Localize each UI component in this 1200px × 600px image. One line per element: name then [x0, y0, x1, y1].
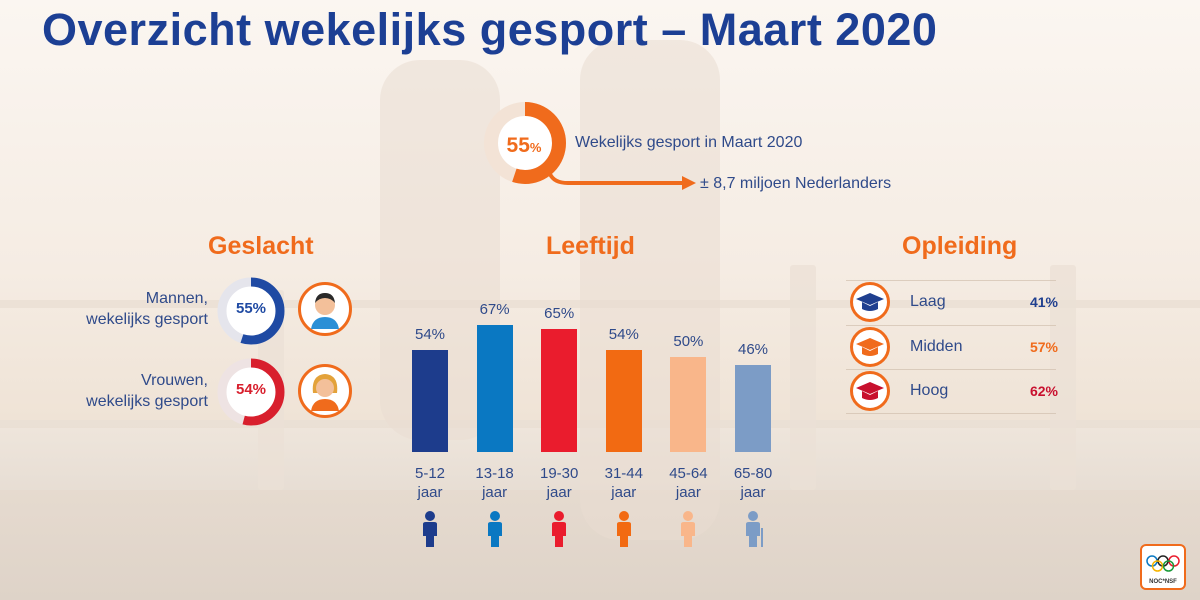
age-category-label: 45-64 jaar [669, 465, 708, 501]
headline-label: Wekelijks gesport in Maart 2020 [575, 134, 803, 151]
headline-percent: 55% [506, 134, 542, 157]
women-percent: 54% [235, 381, 267, 398]
gender-heading: Geslacht [208, 232, 314, 260]
age-bar-value-label: 50% [673, 333, 704, 351]
person-icon [552, 511, 567, 547]
arrow-icon [548, 173, 696, 190]
men-donut [217, 277, 285, 345]
age-bar [605, 349, 642, 452]
age-category-label: 31-44 jaar [604, 465, 643, 501]
age-bar [541, 328, 578, 452]
age-bar-value-label: 54% [608, 325, 639, 343]
person-icon [681, 511, 696, 547]
age-category-label: 65-80 jaar [733, 465, 773, 501]
women-donut [217, 358, 285, 426]
age-category-label: 13-18 jaar [475, 465, 514, 501]
headline-donut [484, 102, 566, 184]
education-value-laag: 41% [1029, 294, 1058, 310]
elderly-person-icon [746, 511, 763, 547]
age-category-label: 5-12 jaar [414, 465, 446, 501]
age-bar-value-label: 46% [737, 340, 769, 358]
age-bar [476, 325, 513, 452]
page-title: Overzicht wekelijks gesport – Maart 2020 [42, 4, 938, 55]
graduation-cap-icon [850, 327, 890, 367]
age-bar [412, 349, 448, 452]
man-avatar-icon [298, 282, 352, 336]
men-percent: 55% [235, 300, 267, 317]
age-bar-value-label: 65% [544, 304, 575, 322]
woman-avatar-icon [298, 364, 352, 418]
women-label: Vrouwen, wekelijks gesport [86, 372, 208, 410]
age-bar-value-label: 54% [414, 325, 446, 343]
men-label: Mannen, wekelijks gesport [86, 290, 208, 328]
noc-nsf-logo: NOC*NSF [1140, 544, 1186, 590]
education-value-hoog: 62% [1029, 383, 1058, 399]
education-value-midden: 57% [1029, 339, 1058, 355]
education-label-hoog: Hoog [910, 382, 949, 399]
education-heading: Opleiding [902, 232, 1018, 260]
graduation-cap-icon [850, 282, 890, 322]
headline-sub: ± 8,7 miljoen Nederlanders [700, 175, 892, 192]
person-icon [423, 511, 437, 547]
graduation-cap-icon [850, 371, 890, 411]
education-label-laag: Laag [910, 293, 946, 310]
person-icon [487, 511, 502, 547]
education-label-midden: Midden [910, 338, 963, 355]
age-heading: Leeftijd [546, 232, 635, 260]
person-icon [616, 511, 631, 547]
age-bar [670, 357, 707, 452]
age-bar-value-label: 67% [479, 301, 510, 318]
age-category-label: 19-30 jaar [540, 465, 579, 501]
age-bar [735, 364, 771, 452]
